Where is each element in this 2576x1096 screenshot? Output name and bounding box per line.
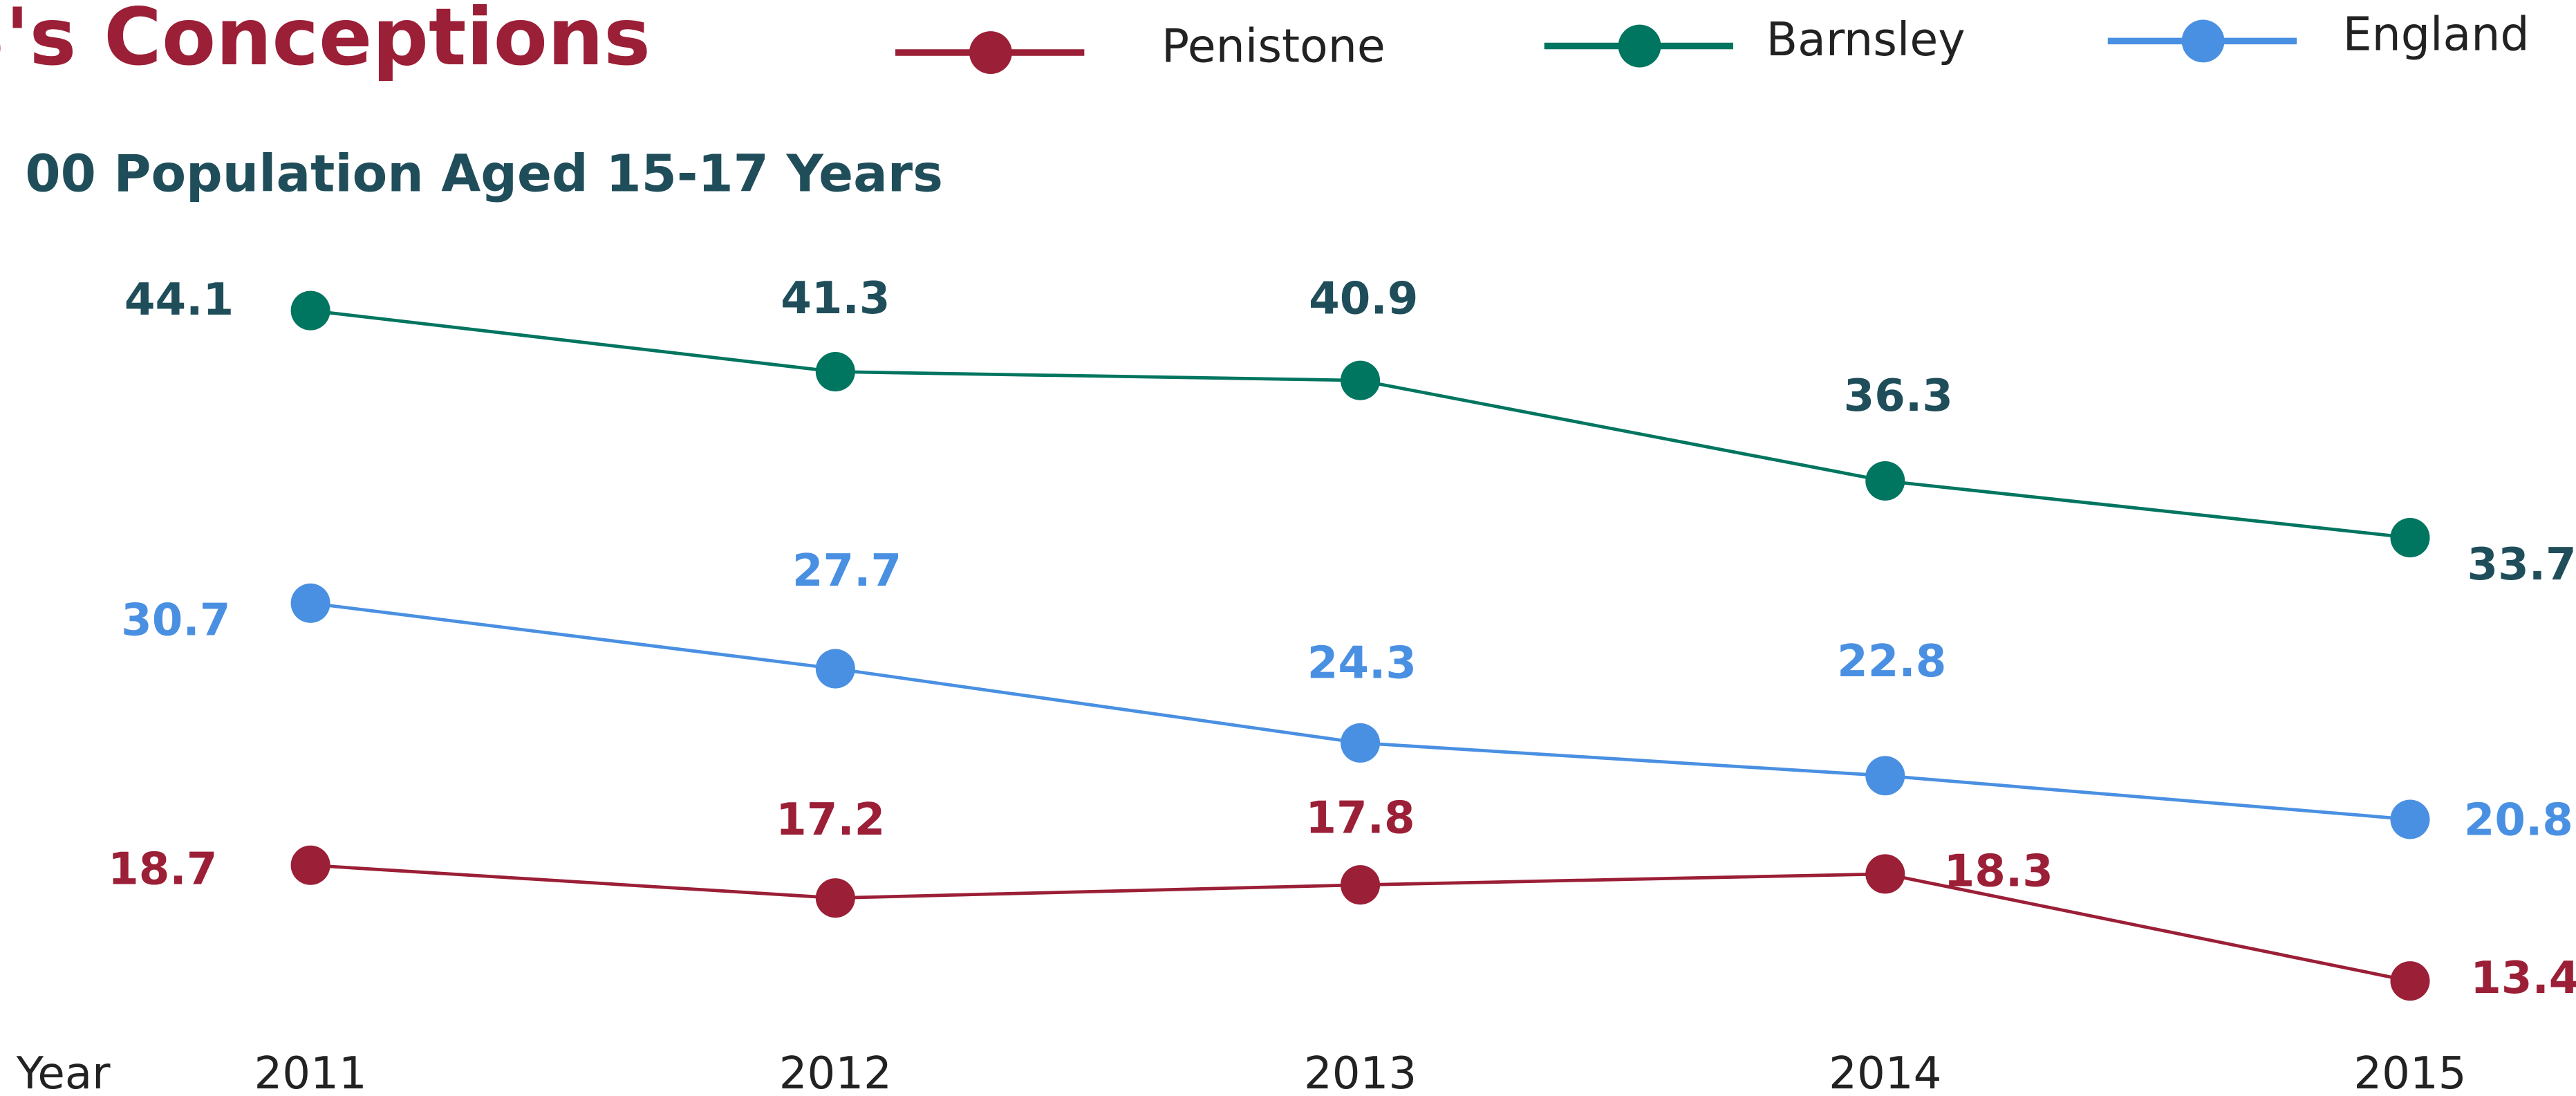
- data-point: [290, 845, 330, 885]
- x-tick-label: 2015: [2353, 1048, 2466, 1096]
- data-point: [1865, 854, 1905, 894]
- legend-marker: [1618, 24, 1661, 68]
- data-label: 24.3: [1307, 637, 1417, 689]
- legend-label: England: [2343, 8, 2530, 62]
- legend-label: Barnsley: [1766, 12, 1965, 66]
- data-label: 40.9: [1309, 273, 1418, 325]
- x-axis-label: Year: [16, 1048, 111, 1096]
- data-point: [815, 352, 855, 392]
- data-label: 30.7: [121, 594, 230, 646]
- x-tick-label: 2014: [1829, 1048, 1941, 1096]
- chart-title: 8's Conceptions: [0, 0, 651, 83]
- data-label: 36.3: [1844, 370, 1953, 422]
- data-label: 44.1: [124, 274, 234, 326]
- series-line: [310, 308, 2411, 539]
- x-tick-label: 2013: [1304, 1048, 1417, 1096]
- data-label: 17.8: [1305, 792, 1415, 844]
- data-point: [2390, 961, 2430, 1001]
- data-label: 41.3: [781, 272, 890, 324]
- data-point: [1865, 756, 1905, 796]
- data-point: [1341, 723, 1381, 763]
- data-point: [1341, 360, 1381, 400]
- chart-subtitle: 00 Population Aged 15-17 Years: [25, 145, 943, 204]
- data-label: 33.7: [2467, 539, 2576, 591]
- data-point: [815, 878, 855, 918]
- x-tick-label: 2012: [779, 1048, 892, 1096]
- data-label: 17.2: [776, 794, 885, 846]
- data-point: [290, 290, 330, 331]
- data-point: [815, 649, 855, 689]
- legend-marker: [969, 31, 1012, 74]
- data-point: [1865, 461, 1905, 501]
- series-line: [310, 601, 2411, 821]
- data-point: [290, 583, 330, 623]
- data-point: [1341, 865, 1381, 905]
- data-label: 18.3: [1944, 845, 2053, 897]
- legend-marker: [2181, 19, 2225, 63]
- data-label: 18.7: [108, 843, 217, 895]
- x-tick-label: 2011: [254, 1048, 366, 1096]
- data-label: 22.8: [1837, 635, 1946, 687]
- legend-label: Penistone: [1161, 19, 1385, 73]
- data-point: [2390, 799, 2430, 839]
- data-label: 13.4: [2470, 952, 2576, 1004]
- data-label: 20.8: [2464, 794, 2573, 846]
- data-label: 27.7: [792, 545, 902, 597]
- data-point: [2390, 518, 2430, 558]
